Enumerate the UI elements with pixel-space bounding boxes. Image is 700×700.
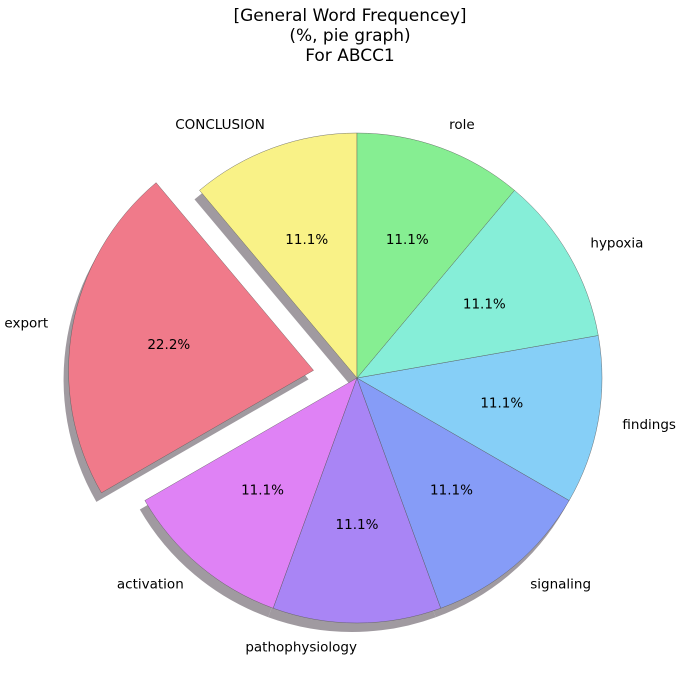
pie-percent-label-hypoxia: 11.1%: [463, 297, 506, 313]
pie-category-label-conclusion: CONCLUSION: [175, 117, 265, 133]
pie-category-label-signaling: signaling: [530, 576, 591, 592]
pie-percent-label-role: 11.1%: [386, 232, 429, 248]
chart-title: [General Word Frequencey] (%, pie graph)…: [0, 6, 700, 66]
pie-percent-label-export: 22.2%: [147, 337, 190, 353]
pie-category-label-hypoxia: hypoxia: [590, 235, 643, 251]
pie-slice-pathophysiology: [272, 377, 442, 624]
pie-slice-role: [356, 132, 515, 379]
pie-percent-label-pathophysiology: 11.1%: [336, 517, 379, 533]
chart-title-line-2: (%, pie graph): [289, 26, 411, 46]
pie-percent-label-conclusion: 11.1%: [285, 232, 328, 248]
pie-percent-label-findings: 11.1%: [480, 396, 523, 412]
pie-slice-hypoxia: [356, 190, 599, 379]
pie-category-label-findings: findings: [622, 417, 676, 433]
pie-category-label-pathophysiology: pathophysiology: [245, 640, 357, 656]
pie-category-label-export: export: [4, 316, 48, 332]
pie-category-label-role: role: [449, 117, 475, 133]
pie-category-labels: CONCLUSION export activation pathophysiolog…: [4, 117, 676, 656]
pie-slice-findings: [356, 335, 603, 501]
pie-slice-layer: [68, 132, 603, 624]
pie-slice-export: [68, 182, 314, 494]
pie-category-label-activation: activation: [117, 576, 184, 592]
pie-slice-signaling: [356, 377, 570, 609]
chart-title-line-3: For ABCC1: [305, 46, 395, 66]
pie-slice-activation: [144, 377, 358, 609]
pie-slice-conclusion: [199, 132, 358, 379]
pie-percent-label-activation: 11.1%: [241, 483, 284, 499]
pie-percent-labels: 11.1% 22.2% 11.1% 11.1% 11.1% 11.1% 11.1% 11.1%: [147, 232, 523, 533]
pie-percent-label-signaling: 11.1%: [430, 483, 473, 499]
chart-title-line-1: [General Word Frequencey]: [233, 6, 467, 26]
